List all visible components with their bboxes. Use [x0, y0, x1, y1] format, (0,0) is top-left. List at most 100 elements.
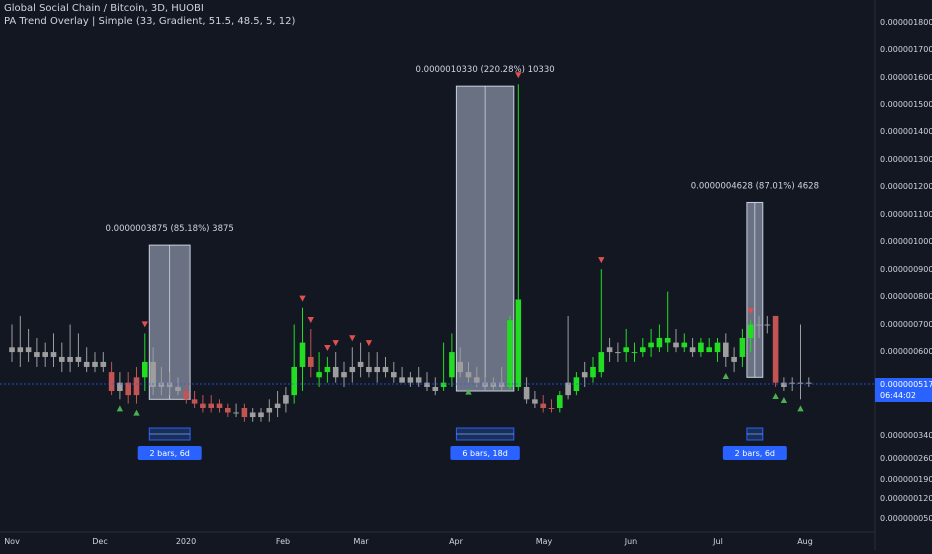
- candle: [415, 366, 422, 387]
- candle-body: [191, 399, 198, 404]
- candle-body: [75, 356, 82, 362]
- candle-body: [673, 342, 679, 348]
- candle-body: [125, 382, 131, 396]
- x-tick-label: Jul: [712, 537, 723, 546]
- bars-count-label: 2 bars, 6d: [150, 449, 190, 458]
- candle-body: [490, 382, 497, 387]
- candle-body: [432, 386, 439, 392]
- buy-signal-icon: [465, 388, 472, 395]
- candle: [640, 337, 646, 357]
- candle: [274, 391, 281, 418]
- measure-range-label: 0.0000004628 (87.01%) 4628: [691, 181, 819, 191]
- candle: [548, 399, 555, 413]
- candle: [59, 342, 65, 373]
- candle: [133, 366, 140, 404]
- bars-count-badge: [137, 446, 202, 460]
- buy-signal-icon: [133, 409, 140, 416]
- sell-signal-icon: [365, 340, 373, 347]
- candle-body: [548, 408, 555, 409]
- candle-body: [698, 342, 704, 353]
- candle-body: [557, 395, 563, 408]
- candle-body: [664, 337, 671, 343]
- countdown-label: 06:44:02: [880, 391, 916, 400]
- candle: [291, 324, 297, 404]
- candle: [225, 403, 231, 418]
- candle: [432, 377, 439, 396]
- candle-body: [415, 377, 422, 383]
- candle-body: [374, 366, 380, 373]
- candle: [440, 342, 447, 392]
- candle-body: [507, 320, 513, 387]
- candle-body: [714, 342, 721, 353]
- candle: [316, 352, 322, 387]
- candle: [374, 352, 380, 383]
- candle-body: [581, 372, 588, 378]
- candle: [324, 356, 331, 383]
- buy-signal-icon: [772, 392, 779, 399]
- candle: [457, 347, 463, 378]
- candle-body: [756, 324, 762, 326]
- candle: [449, 333, 455, 387]
- candle: [332, 352, 339, 383]
- candle-body: [424, 382, 430, 387]
- bars-count-badge: [450, 446, 520, 460]
- candle: [706, 337, 712, 353]
- sell-signal-icon: [299, 295, 306, 302]
- indicator-legend[interactable]: PA Trend Overlay | Simple (33, Gradient,…: [4, 16, 296, 27]
- candle-body: [747, 324, 754, 338]
- x-tick-label: 2020: [176, 537, 196, 546]
- candle-body: [316, 372, 322, 378]
- measure-range-label: 0.0000003875 (85.18%) 3875: [106, 224, 234, 234]
- candle-body: [723, 342, 729, 357]
- candle: [283, 386, 289, 413]
- current-price-label: 0.0000005175: [880, 380, 932, 389]
- candle-body: [341, 372, 347, 378]
- candle: [673, 328, 679, 353]
- y-tick-label: 0.0000000500: [880, 514, 932, 523]
- x-tick-label: Dec: [92, 537, 107, 546]
- candle-body: [166, 382, 173, 387]
- candle: [125, 372, 131, 404]
- x-tick-label: Feb: [276, 537, 290, 546]
- candle: [424, 372, 430, 392]
- candle: [17, 315, 24, 367]
- candle: [689, 337, 696, 357]
- candle-body: [764, 324, 771, 326]
- candle-body: [225, 408, 231, 413]
- candle: [233, 403, 239, 418]
- candle: [50, 333, 57, 367]
- candle: [92, 352, 98, 373]
- candle: [648, 328, 654, 357]
- x-tick-label: Mar: [353, 537, 369, 546]
- sell-signal-icon: [349, 335, 356, 342]
- candle: [623, 328, 629, 362]
- candle: [382, 356, 389, 378]
- candle-body: [357, 361, 364, 367]
- candle: [606, 337, 613, 362]
- candle-body: [706, 347, 712, 353]
- candle: [532, 391, 538, 408]
- x-tick-label: Apr: [449, 537, 464, 546]
- candle-body: [142, 361, 148, 378]
- candle: [216, 399, 223, 413]
- candle-body: [681, 342, 688, 348]
- candle: [241, 403, 248, 422]
- candle: [142, 333, 148, 392]
- candle-body: [117, 382, 123, 392]
- candle-body: [806, 382, 812, 384]
- candle: [258, 408, 264, 422]
- candle: [756, 315, 762, 338]
- candle-body: [457, 361, 463, 373]
- candle: [42, 342, 48, 367]
- candle: [731, 347, 737, 373]
- candle-body: [797, 382, 804, 384]
- candle-body: [92, 361, 98, 367]
- candle: [407, 372, 414, 387]
- sell-signal-icon: [747, 308, 754, 315]
- candle: [83, 347, 90, 373]
